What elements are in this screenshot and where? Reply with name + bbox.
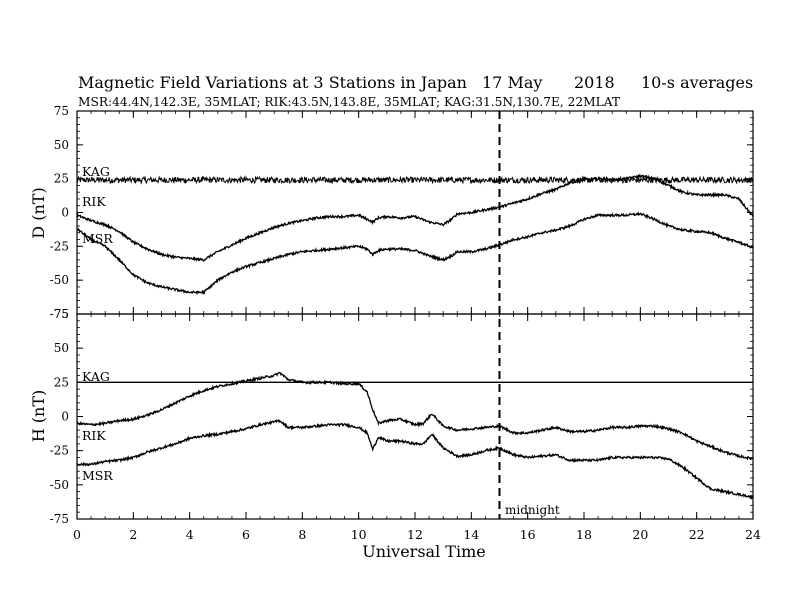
d-axis-label: D (nT)	[29, 187, 48, 238]
y-tick-label: 75	[54, 104, 69, 118]
x-tick-label: 16	[520, 527, 536, 542]
y-tick-label: 0	[61, 410, 69, 424]
x-tick-label: 14	[463, 527, 479, 542]
x-tick-label: 6	[242, 527, 250, 542]
h-panel: 75 50 25 0 -25 -50 -75 KAG RIK MSR H (nT) midn…	[29, 307, 754, 526]
h-label-rik: RIK	[82, 428, 106, 443]
h-label-msr: MSR	[82, 468, 113, 483]
y-tick-label: -25	[50, 444, 69, 458]
y-tick-label: -50	[50, 478, 69, 492]
y-tick-label: 25	[54, 172, 69, 186]
x-tick-label: 24	[745, 527, 761, 542]
h-label-kag: KAG	[82, 369, 110, 384]
x-axis: 0 2 4 6 8 10 12 14 16 18 20 22 24	[73, 111, 761, 542]
y-tick-label: -25	[50, 239, 69, 253]
d-panel: 75 50 25 0 -25 -50 -75 KAG RIK MSR D (nT)	[29, 104, 754, 321]
chart-year: 2018	[574, 73, 615, 92]
x-tick-label: 12	[407, 527, 423, 542]
d-y-axis: 75 50 25 0 -25 -50 -75	[50, 104, 753, 321]
y-tick-label: 75	[54, 307, 69, 321]
h-y-axis: 75 50 25 0 -25 -50 -75	[50, 307, 753, 526]
y-tick-label: 50	[54, 341, 69, 355]
chart-subtitle: MSR:44.4N,142.3E, 35MLAT; RIK:43.5N,143.…	[78, 95, 621, 109]
y-tick-label: 50	[54, 138, 69, 152]
x-tick-label: 18	[576, 527, 592, 542]
x-tick-label: 2	[129, 527, 137, 542]
x-tick-label: 10	[351, 527, 367, 542]
series-line-rik	[76, 173, 754, 263]
chart-title: Magnetic Field Variations at 3 Stations …	[78, 73, 467, 92]
d-series-lines	[76, 173, 754, 296]
d-label-msr: MSR	[82, 231, 113, 246]
h-panel-frame	[76, 313, 754, 520]
x-tick-label: 0	[73, 527, 81, 542]
d-label-rik: RIK	[82, 194, 106, 209]
y-tick-label: 0	[61, 206, 69, 220]
h-axis-label: H (nT)	[29, 390, 48, 443]
chart-date: 17 May	[482, 73, 542, 92]
x-tick-label: 20	[632, 527, 648, 542]
midnight-label: midnight	[505, 503, 560, 517]
series-line-msr	[76, 418, 754, 500]
chart-averaging: 10-s averages	[641, 73, 753, 92]
series-line-kag	[76, 175, 754, 185]
x-tick-label: 22	[689, 527, 705, 542]
x-tick-label: 8	[298, 527, 306, 542]
series-line-rik	[76, 371, 754, 461]
h-series-lines	[76, 371, 754, 500]
d-panel-frame	[76, 110, 754, 315]
x-tick-label: 4	[186, 527, 194, 542]
x-axis-label: Universal Time	[362, 542, 485, 561]
y-tick-label: -75	[50, 512, 69, 526]
series-line-msr	[76, 211, 754, 296]
y-tick-label: 25	[54, 375, 69, 389]
d-label-kag: KAG	[82, 164, 110, 179]
y-tick-label: -75	[50, 307, 69, 321]
y-tick-label: -50	[50, 273, 69, 287]
